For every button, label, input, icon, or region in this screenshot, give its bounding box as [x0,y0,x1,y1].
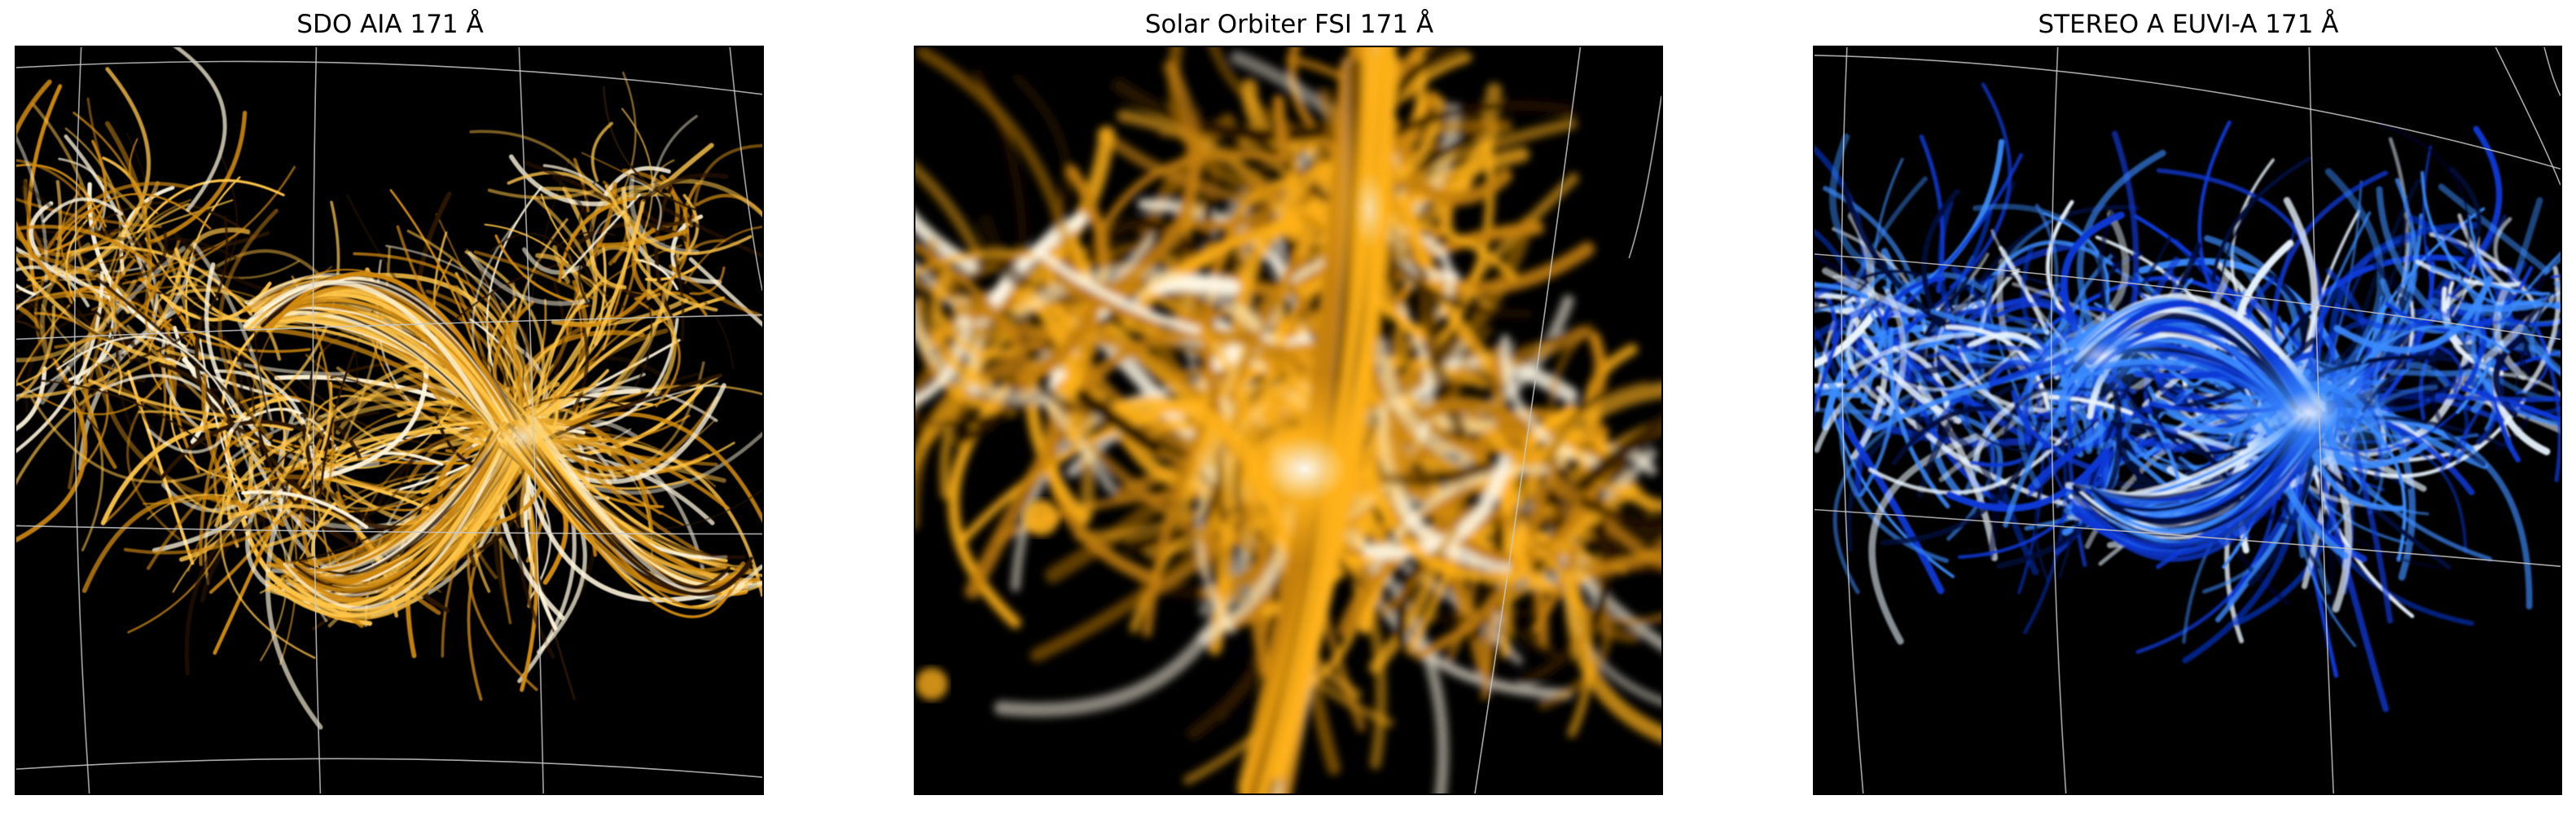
solar-image [915,47,1661,793]
bright-point [915,667,948,701]
solar-orbiter-fsi-image [914,46,1663,795]
field-lines [16,47,762,730]
sdo-aia-panel: SDO AIA 171 Å [11,0,769,813]
stereo-a-euvi-panel: STEREO A EUVI-A 171 Å [1810,0,2567,813]
coordinate-grid [1474,47,1661,793]
coordinate-grid [16,47,762,793]
coordinate-grid [1815,47,2561,793]
stereo-a-euvi-image [1813,46,2562,795]
bright-point [1023,499,1060,536]
solar-image [16,47,762,793]
solar-orbiter-fsi-panel: Solar Orbiter FSI 171 Å [911,0,1668,813]
sdo-aia-image [15,46,764,795]
panel-title: Solar Orbiter FSI 171 Å [1144,10,1434,39]
solar-image [1815,47,2561,793]
field-lines [1815,82,2561,713]
panel-title: STEREO A EUVI-A 171 Å [2038,10,2339,39]
panel-title: SDO AIA 171 Å [296,10,484,39]
